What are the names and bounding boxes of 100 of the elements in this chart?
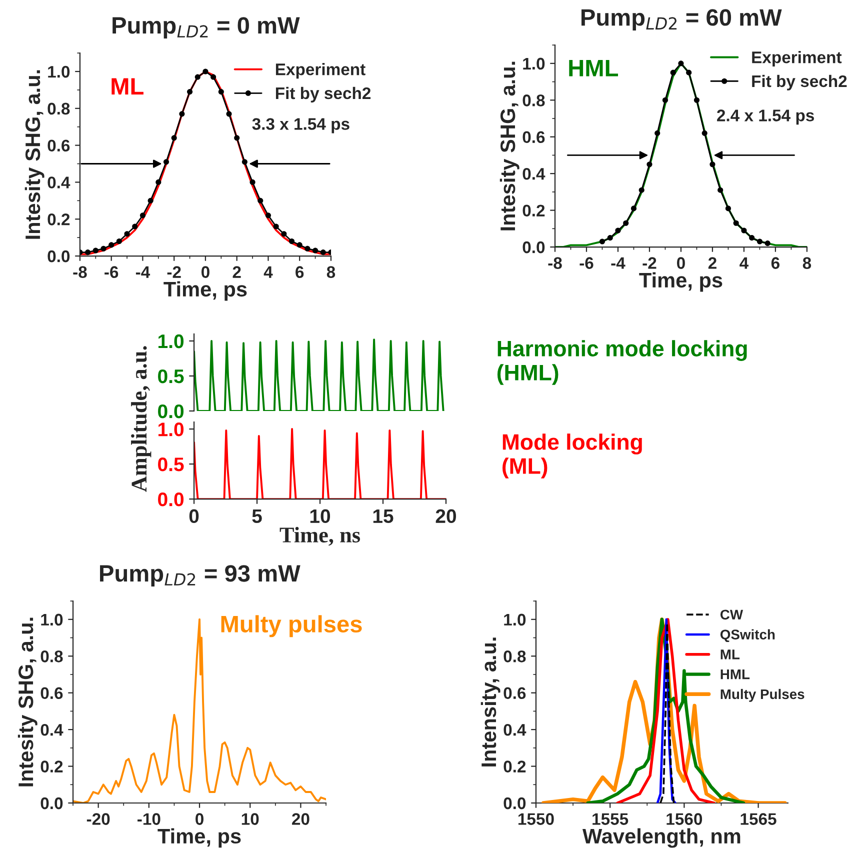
annotation: 3.3 x 1.54 ps xyxy=(252,118,350,134)
x-tick-label: 5 xyxy=(252,509,262,524)
y-tick-label: 0.5 xyxy=(158,458,184,472)
point xyxy=(686,70,692,76)
x-tick-label: 0 xyxy=(189,509,199,524)
chart-title: Pump$_{LD2}$ = 60 mW xyxy=(581,9,782,30)
annotation: ML xyxy=(112,78,144,95)
point xyxy=(296,242,302,248)
y-tick-label: 1.0 xyxy=(504,614,526,626)
y-tick-label: 0.0 xyxy=(522,241,545,254)
y-tick-label: 0.8 xyxy=(504,650,526,662)
x-axis-title: Wavelength, nm xyxy=(582,828,740,848)
point xyxy=(694,97,700,103)
point xyxy=(116,238,122,244)
point xyxy=(623,220,629,226)
annotation: Multy pulses xyxy=(221,615,362,638)
x-tick-label: 20 xyxy=(436,509,456,524)
point xyxy=(741,228,747,234)
y-axis-title: Intesity SHG, a.u. xyxy=(24,70,44,239)
x-axis-title: Time, ps xyxy=(158,828,241,848)
y-tick-label: 0.4 xyxy=(504,724,526,736)
point xyxy=(140,212,146,218)
point xyxy=(678,60,684,66)
point xyxy=(662,97,668,103)
x-axis-title: Time, ps xyxy=(639,272,722,292)
point xyxy=(764,240,770,246)
y-tick-label: 0.4 xyxy=(48,176,70,188)
y-tick-label: 1.0 xyxy=(41,614,63,626)
point xyxy=(108,242,114,248)
y-tick-label: 0.4 xyxy=(40,724,64,736)
x-tick-label: -10 xyxy=(138,813,160,825)
point xyxy=(638,187,644,193)
point xyxy=(210,74,216,80)
y-tick-label: 0.2 xyxy=(48,214,70,226)
point xyxy=(226,111,232,117)
y-tick-label: 0.0 xyxy=(504,797,526,810)
legend-label: ML xyxy=(720,650,740,660)
y-tick-label: 0.2 xyxy=(522,204,545,216)
x-tick-label: 2 xyxy=(708,257,716,269)
y-tick-label: 0.8 xyxy=(522,94,545,106)
y-tick-label: 0.0 xyxy=(48,250,70,262)
x-tick-label: -8 xyxy=(73,266,87,278)
y-tick-label: 0.0 xyxy=(158,492,184,506)
x-tick-label: 8 xyxy=(802,257,812,269)
annotation: 2.4 x 1.54 ps xyxy=(717,110,814,125)
x-tick-label: -2 xyxy=(167,266,181,278)
line-series xyxy=(660,622,675,803)
point xyxy=(148,198,154,204)
x-tick-label: 4 xyxy=(740,257,749,269)
y-tick-label: 0.2 xyxy=(40,760,63,772)
point xyxy=(85,250,91,256)
point xyxy=(156,179,162,185)
x-tick-label: 10 xyxy=(310,509,330,524)
point xyxy=(163,159,170,165)
point xyxy=(281,231,287,237)
text: Mode locking (ML) xyxy=(502,434,642,478)
point xyxy=(124,231,130,237)
point xyxy=(100,246,106,252)
y-tick-label: 0.6 xyxy=(504,687,526,700)
legend-label: Fit by sech2 xyxy=(752,74,847,90)
point xyxy=(733,220,739,226)
point xyxy=(615,228,621,234)
point xyxy=(179,111,185,117)
line-series xyxy=(656,618,676,803)
x-tick-label: -2 xyxy=(642,257,656,269)
legend-label: HML xyxy=(720,670,750,680)
x-tick-label: -20 xyxy=(86,813,110,825)
y-tick-label: 0.6 xyxy=(48,140,70,152)
point xyxy=(273,224,279,230)
point xyxy=(756,238,762,244)
y-tick-label: 0.6 xyxy=(40,687,63,700)
point xyxy=(187,89,193,95)
x-tick-label: -8 xyxy=(548,257,562,269)
x-tick-label: 1550 xyxy=(518,813,554,825)
point xyxy=(242,159,248,165)
y-tick-label: 1.0 xyxy=(158,422,184,436)
y-tick-label: 0.4 xyxy=(522,168,546,180)
x-tick-label: 10 xyxy=(242,813,259,825)
point xyxy=(725,206,731,212)
y-tick-label: 1.0 xyxy=(48,66,70,78)
point xyxy=(202,68,208,74)
annotation: HML xyxy=(569,60,618,76)
y-tick-label: 0.0 xyxy=(158,404,184,418)
point xyxy=(258,198,264,204)
chart-title: Pump$_{LD2}$ = 0 mW xyxy=(112,17,300,38)
y-tick-label: 0.2 xyxy=(504,760,526,772)
point xyxy=(132,224,138,230)
legend-label: Fit by sech2 xyxy=(276,86,371,102)
x-tick-label: 0 xyxy=(201,266,210,278)
point xyxy=(194,74,200,80)
x-tick-label: 15 xyxy=(373,509,394,524)
point xyxy=(630,206,637,212)
x-tick-label: 20 xyxy=(292,813,310,825)
x-tick-label: 4 xyxy=(264,266,273,278)
legend-label: QSwitch xyxy=(720,629,775,642)
legend-label: Experiment xyxy=(276,63,366,79)
point xyxy=(654,130,660,136)
x-tick-label: 6 xyxy=(771,257,780,269)
legend-label: Experiment xyxy=(752,51,842,67)
x-tick-label: 1560 xyxy=(666,813,702,825)
